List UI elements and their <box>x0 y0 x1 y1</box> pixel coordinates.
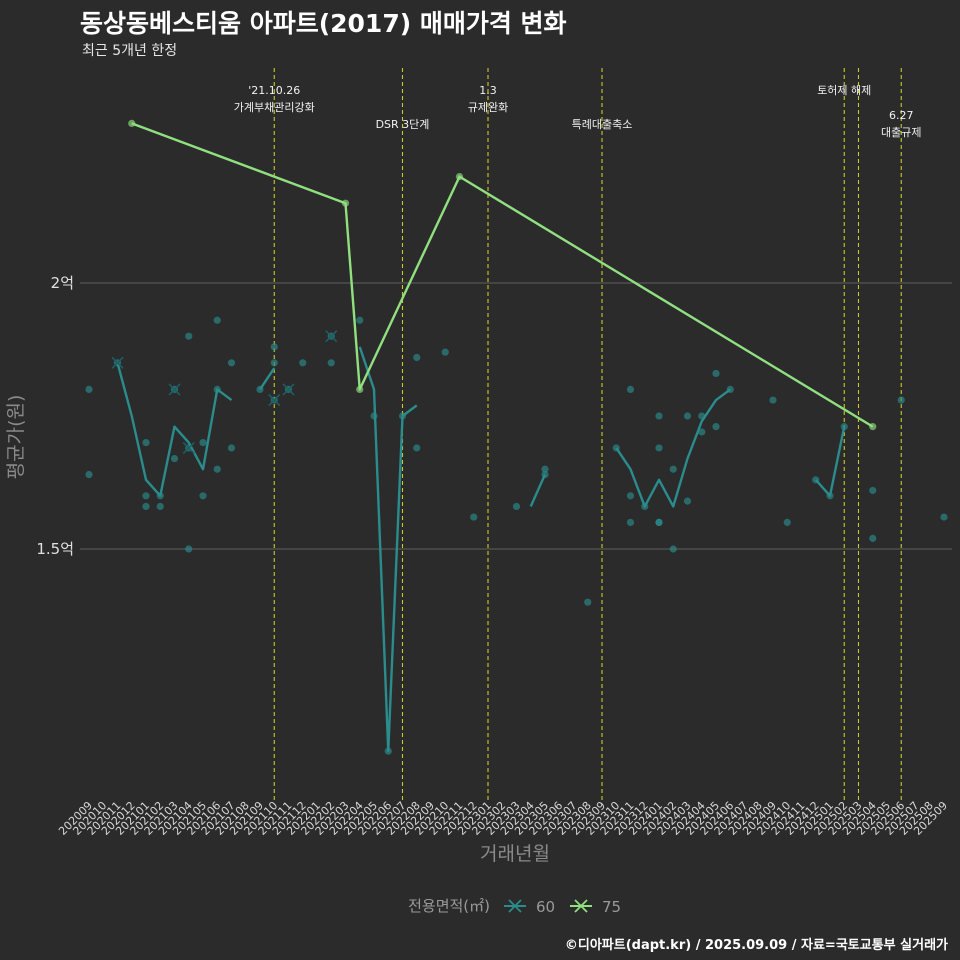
data-point-60 <box>698 428 706 436</box>
data-point-60 <box>626 492 635 500</box>
policy-annotation: 6.27 <box>889 109 914 122</box>
data-point-60 <box>869 534 877 542</box>
data-point-60 <box>712 369 720 378</box>
series-line-75 <box>131 122 874 428</box>
data-point-60 <box>869 486 877 495</box>
series-line-60 <box>615 388 731 508</box>
cancelled-mark-60 <box>168 383 181 396</box>
data-point-60 <box>669 465 677 473</box>
cancelled-mark-60 <box>111 356 124 369</box>
data-point-60 <box>712 423 720 431</box>
x-axis-ticks: 2020092020102020112020122021012021022021… <box>56 799 950 838</box>
grid-lines <box>80 282 952 550</box>
legend-item-60: 60 <box>504 898 555 916</box>
data-point-60 <box>227 359 236 367</box>
policy-annotation: 대출규제 <box>881 126 921 139</box>
data-point-60 <box>769 396 777 404</box>
policy-annotation: '21.10.26 <box>248 84 300 97</box>
y-axis-ticks: 1.5억 2억 <box>36 274 74 558</box>
series-line-60 <box>814 426 846 497</box>
y-tick-label: 1.5억 <box>36 540 74 558</box>
policy-annotation: 가계부채관리강화 <box>234 101 315 114</box>
x-axis-title: 거래년월 <box>480 843 550 865</box>
legend-title: 전용면적(㎡) <box>408 897 490 915</box>
data-point-60 <box>512 502 521 511</box>
source-caption: ©디아파트(dapt.kr) / 2025.09.09 / 자료=국토교통부 실… <box>564 938 948 953</box>
data-point-60 <box>213 316 221 324</box>
data-point-60 <box>156 502 164 511</box>
cancelled-mark-60 <box>325 330 338 343</box>
series-60 <box>85 316 948 755</box>
data-point-60 <box>85 470 93 479</box>
series-75 <box>128 119 877 431</box>
data-point-60 <box>227 444 236 452</box>
series-line-60 <box>259 367 276 391</box>
data-point-60 <box>413 444 421 452</box>
policy-annotation: 규제완화 <box>468 101 508 114</box>
data-point-60 <box>199 492 207 500</box>
data-point-60 <box>541 465 549 473</box>
data-point-60 <box>142 492 150 500</box>
policy-annotation: DSR 3단계 <box>376 118 430 131</box>
policy-annotation: 특례대출축소 <box>572 118 633 131</box>
series-line-60 <box>358 346 418 753</box>
data-point-60 <box>783 518 791 527</box>
data-point-60 <box>470 513 478 521</box>
data-point-60 <box>142 439 150 447</box>
legend-swatch-x <box>508 899 522 913</box>
data-point-60 <box>185 332 193 340</box>
legend: 전용면적(㎡) 60 75 <box>408 897 621 916</box>
y-axis-title: 평균가(원) <box>5 395 27 480</box>
data-point-60 <box>270 343 278 351</box>
data-point-60 <box>441 348 449 356</box>
data-point-60 <box>897 396 905 404</box>
cancelled-mark-60 <box>268 393 281 407</box>
data-point-60 <box>683 497 692 505</box>
chart-subtitle: 최근 5개년 한정 <box>82 43 178 59</box>
series-line-60 <box>529 474 547 507</box>
data-point-60 <box>655 412 663 420</box>
data-point-60 <box>655 444 663 452</box>
data-point-60 <box>142 502 150 511</box>
data-point-60 <box>185 545 193 553</box>
data-point-60 <box>669 545 677 553</box>
legend-label-60: 60 <box>536 898 555 916</box>
data-point-60 <box>655 518 663 527</box>
data-point-60 <box>199 439 207 447</box>
data-point-60 <box>299 359 307 367</box>
data-point-60 <box>213 465 221 473</box>
legend-item-75: 75 <box>570 898 621 916</box>
cancelled-mark-60 <box>282 383 295 396</box>
legend-label-75: 75 <box>602 898 621 916</box>
cancelled-mark-60 <box>182 441 195 454</box>
data-point-60 <box>683 412 692 420</box>
series-line-60 <box>116 362 233 497</box>
data-point-60 <box>356 316 364 324</box>
data-point-60 <box>270 359 278 367</box>
legend-swatch-x <box>574 899 588 913</box>
chart-title: 동상동베스티움 아파트(2017) 매매가격 변화 <box>80 9 567 38</box>
policy-annotation: 1.3 <box>479 84 497 97</box>
data-point-60 <box>85 385 93 393</box>
data-point-60 <box>584 598 592 606</box>
data-point-60 <box>327 359 335 367</box>
data-point-60 <box>626 385 635 393</box>
data-point-60 <box>413 353 421 362</box>
y-tick-label: 2억 <box>51 274 74 292</box>
policy-annotation: 토허제 해제 <box>817 83 871 97</box>
data-point-60 <box>940 513 948 521</box>
data-point-60 <box>170 454 179 463</box>
data-point-60 <box>626 518 635 527</box>
policy-lines <box>273 68 902 800</box>
